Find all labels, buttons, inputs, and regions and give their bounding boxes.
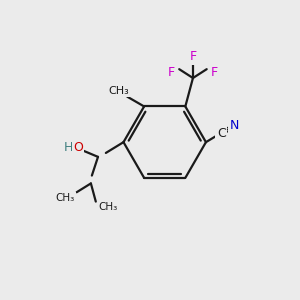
Text: CH₃: CH₃ [55, 193, 74, 203]
Text: F: F [168, 66, 175, 79]
Text: N: N [230, 119, 239, 132]
Text: CH₃: CH₃ [98, 202, 117, 212]
Text: F: F [189, 50, 197, 63]
Text: C: C [217, 127, 226, 140]
Text: O: O [73, 141, 83, 154]
Text: CH₃: CH₃ [108, 86, 129, 96]
Text: F: F [211, 66, 218, 79]
Text: H: H [63, 141, 73, 154]
